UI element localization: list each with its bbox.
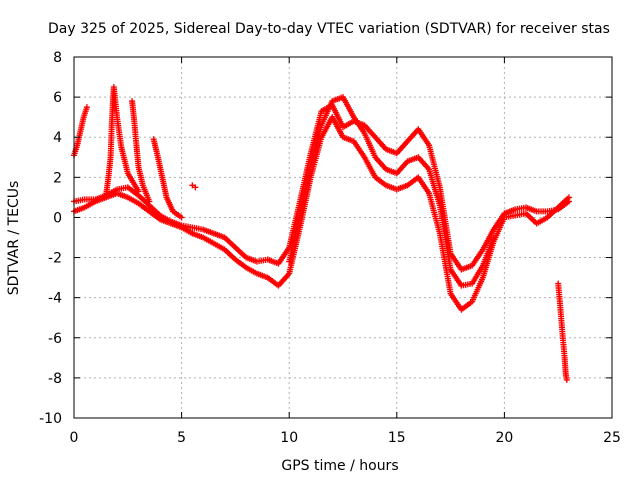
x-tick-label: 5 <box>177 430 186 446</box>
series-isolated <box>189 182 199 191</box>
y-tick-label: 6 <box>53 90 62 106</box>
tick-layer: 0 5 10 15 20 25 -10 -8 -6 -4 -2 0 2 4 6 8 <box>39 50 621 446</box>
grid-layer <box>74 57 612 418</box>
y-axis-title: SDTVAR / TECUs <box>6 181 22 296</box>
y-tick-label: 4 <box>53 130 62 146</box>
y-tick-label: -10 <box>39 411 62 427</box>
data-point <box>135 188 142 195</box>
data-point <box>563 376 570 383</box>
series-track-middle <box>286 94 497 289</box>
series-early-spike-3 <box>129 98 153 205</box>
series-early-spike-4 <box>150 136 185 221</box>
y-tick-label: 0 <box>53 210 62 226</box>
x-tick-label: 20 <box>495 430 513 446</box>
y-tick-label: -8 <box>48 371 62 387</box>
data-point <box>192 184 199 191</box>
y-tick-label: -2 <box>48 251 62 267</box>
y-tick-label: 2 <box>53 170 62 186</box>
data-point <box>146 198 153 205</box>
y-tick-label: -6 <box>48 331 62 347</box>
data-point <box>178 214 185 221</box>
x-tick-label: 10 <box>280 430 298 446</box>
x-tick-label: 0 <box>70 430 79 446</box>
y-tick-label: -4 <box>48 291 62 307</box>
x-axis-title: GPS time / hours <box>281 458 398 474</box>
data-point <box>490 234 497 241</box>
chart-title: Day 325 of 2025, Sidereal Day-to-day VTE… <box>48 21 610 37</box>
plot-frame <box>73 56 613 419</box>
series-late-drop <box>555 280 570 383</box>
series-early-spike-2 <box>103 84 142 197</box>
data-point <box>565 194 572 201</box>
series-layer <box>71 84 572 383</box>
y-tick-label: 8 <box>53 50 62 66</box>
x-tick-label: 25 <box>603 430 621 446</box>
x-tick-label: 15 <box>388 430 406 446</box>
data-point <box>83 104 90 111</box>
